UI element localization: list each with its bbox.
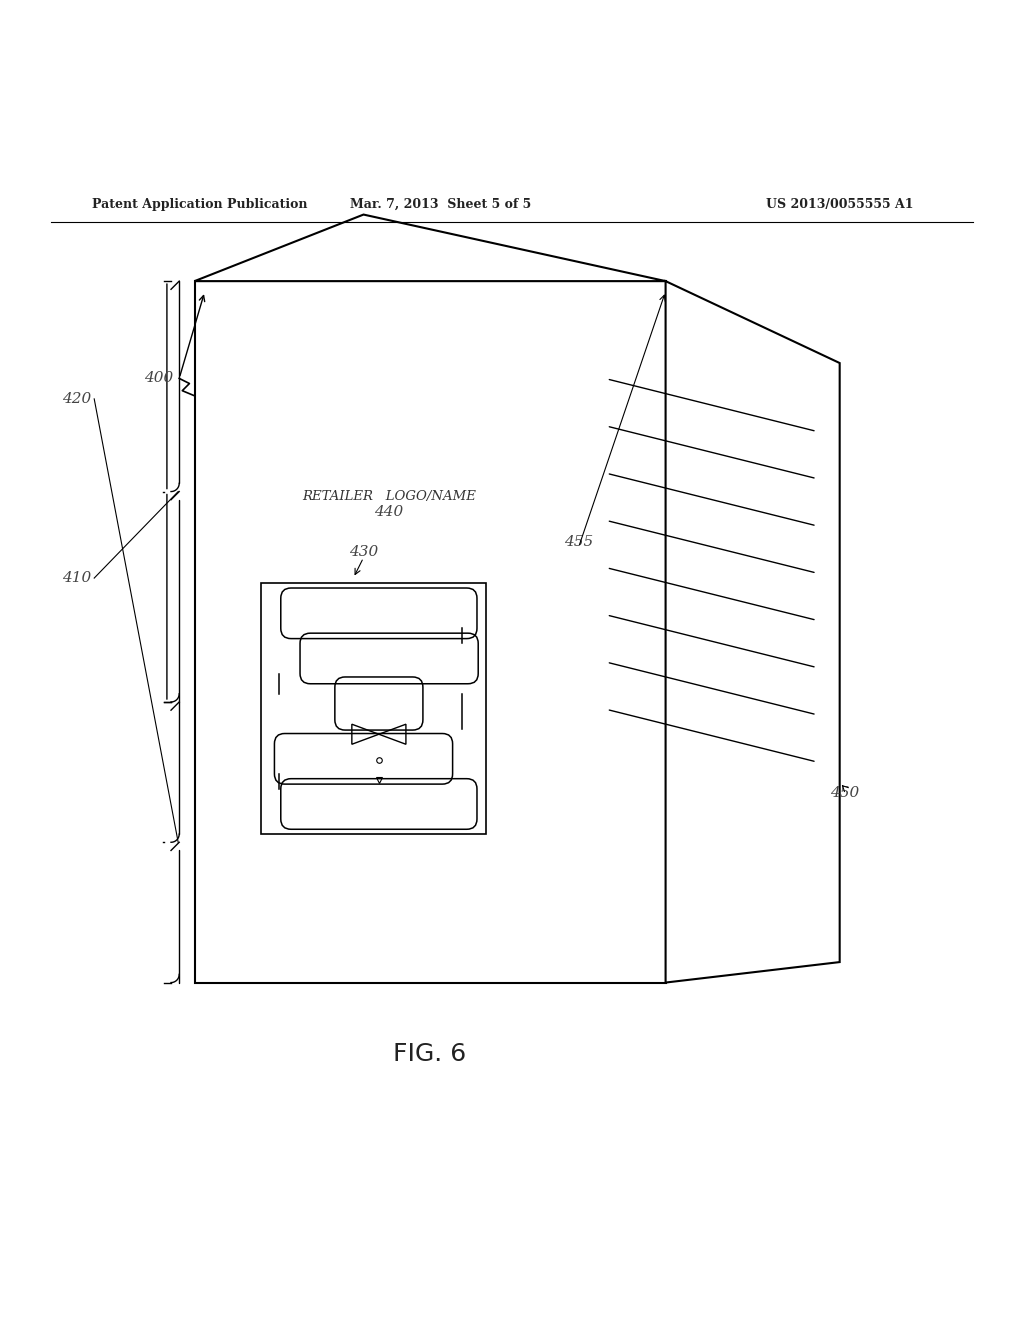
Text: 455: 455 [564,535,593,549]
Text: 410: 410 [62,572,91,585]
Text: 400: 400 [144,371,173,385]
Text: 430: 430 [349,545,378,560]
Text: FIG. 6: FIG. 6 [393,1043,467,1067]
Text: 450: 450 [830,787,859,800]
Polygon shape [195,281,666,982]
Text: Patent Application Publication: Patent Application Publication [92,198,307,211]
Text: 420: 420 [62,392,91,405]
Polygon shape [195,215,666,281]
Text: Mar. 7, 2013  Sheet 5 of 5: Mar. 7, 2013 Sheet 5 of 5 [349,198,531,211]
Text: RETAILER   LOGO/NAME: RETAILER LOGO/NAME [302,490,476,503]
Text: 440: 440 [375,504,403,519]
Text: US 2013/0055555 A1: US 2013/0055555 A1 [766,198,913,211]
Polygon shape [261,583,486,834]
Polygon shape [666,281,840,982]
